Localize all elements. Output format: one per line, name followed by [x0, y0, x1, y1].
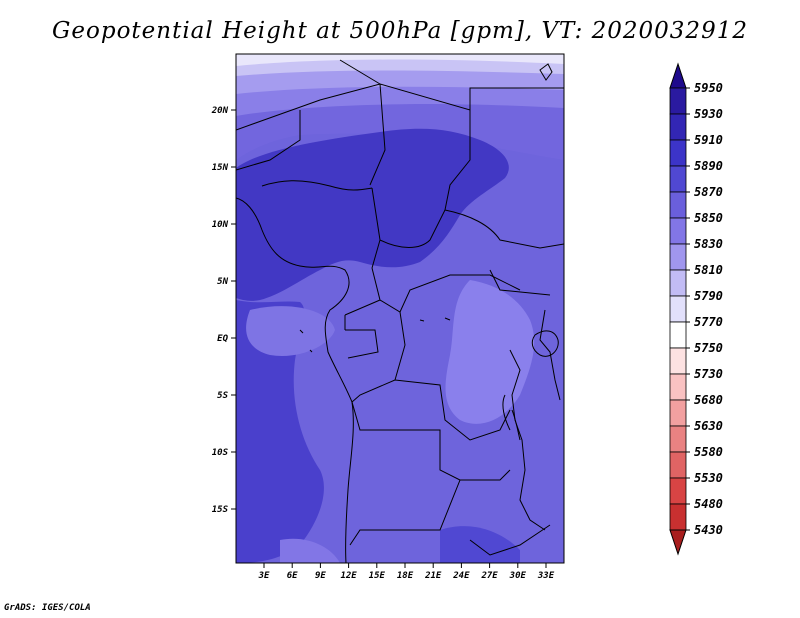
- colorbar-label: 5430: [694, 523, 723, 537]
- lat-tick-label: 5S: [217, 391, 228, 401]
- border-north: [236, 83, 564, 131]
- lat-tick-label: 10N: [212, 220, 229, 230]
- band-5810: [236, 70, 564, 96]
- plume-east: [445, 280, 535, 424]
- colorbar-label: 5680: [694, 393, 723, 407]
- colorbar: 5950 5930 5910 5890 5870 5850 5830 5810 5790 5770…: [669, 62, 723, 556]
- colorbar-label: 5580: [694, 445, 723, 459]
- colorbar-top-arrow: [669, 62, 687, 89]
- lon-tick-label: 9E: [315, 571, 326, 581]
- lon-tick-label: 24E: [452, 571, 470, 581]
- colorbar-label: 5930: [694, 107, 723, 121]
- longitude-axis: 3E 6E 9E 12E 15E 18E 21E 24E 27E 30E 33E: [258, 563, 555, 581]
- lon-tick-label: 21E: [424, 571, 442, 581]
- border-cameroon-car: [344, 267, 521, 359]
- height-field: [236, 54, 564, 563]
- core-5870: [236, 128, 509, 301]
- colorbar-segment: [669, 243, 687, 271]
- colorbar-segment: [669, 321, 687, 349]
- colorbar-segment: [669, 87, 687, 115]
- lat-tick-label: 10S: [212, 448, 229, 458]
- colorbar-segment: [669, 139, 687, 167]
- border-sahel: [236, 59, 386, 186]
- border-congo-angola: [349, 311, 511, 546]
- lon-tick-label: 6E: [287, 571, 298, 581]
- colorbar-segment: [669, 165, 687, 193]
- colorbar-segment: [669, 425, 687, 453]
- colorbar-label: 5730: [694, 367, 723, 381]
- border-south: [460, 469, 551, 556]
- lake-victoria: [531, 330, 559, 357]
- lat-tick-label: 5N: [217, 277, 228, 287]
- core-south: [440, 526, 520, 563]
- lat-tick-label: 15S: [212, 505, 229, 515]
- colorbar-segment: [669, 451, 687, 479]
- colorbar-label: 5830: [694, 237, 723, 251]
- colorbar-segment: [669, 269, 687, 297]
- colorbar-label: 5480: [694, 497, 723, 511]
- border-east-rift: [509, 309, 561, 531]
- colorbar-label: 5630: [694, 419, 723, 433]
- colorbar-label: 5950: [694, 81, 723, 95]
- lon-tick-label: 27E: [480, 571, 498, 581]
- lon-tick-label: 30E: [509, 571, 527, 581]
- west-coast: [236, 197, 354, 563]
- colorbar-label: 5850: [694, 211, 723, 225]
- colorbar-label: 5910: [694, 133, 723, 147]
- border-nigeria-chad: [261, 110, 471, 269]
- colorbar-segment: [669, 373, 687, 401]
- lon-tick-label: 15E: [369, 571, 386, 581]
- colorbar-label: 5790: [694, 289, 723, 303]
- lon-tick-label: 3E: [258, 571, 270, 581]
- colorbar-segment: [669, 503, 687, 531]
- lon-tick-label: 12E: [340, 571, 357, 581]
- colorbar-label: 5530: [694, 471, 723, 485]
- colorbar-segment: [669, 191, 687, 219]
- latitude-axis: 20N 15N 10N 5N EQ 5S 10S 15S: [211, 106, 236, 515]
- lat-tick-label: 15N: [212, 163, 229, 173]
- grads-credit: GrADS: IGES/COLA: [4, 603, 91, 613]
- core-west: [236, 300, 324, 563]
- colorbar-label: 5770: [694, 315, 723, 329]
- lon-tick-label: 33E: [537, 571, 555, 581]
- island-ne: [539, 63, 553, 81]
- colorbar-label: 5750: [694, 341, 723, 355]
- lat-tick-label: EQ: [217, 334, 228, 344]
- colorbar-label: 5810: [694, 263, 723, 277]
- inland-water: [299, 317, 451, 353]
- band-5790: [236, 59, 564, 78]
- colorbar-label: 5890: [694, 159, 723, 173]
- lat-tick-label: 20N: [211, 106, 229, 116]
- colorbar-segment: [669, 217, 687, 245]
- colorbar-bottom-arrow: [669, 529, 687, 556]
- coastlines-borders: [236, 59, 564, 563]
- colorbar-segment: [669, 477, 687, 505]
- lake-tanganyika: [502, 394, 521, 441]
- colorbar-segment: [669, 399, 687, 427]
- band-5830: [236, 86, 564, 118]
- colorbar-label: 5870: [694, 185, 723, 199]
- lon-tick-label: 18E: [397, 571, 414, 581]
- colorbar-segment: [669, 295, 687, 323]
- chart-title: Geopotential Height at 500hPa [gpm], VT:…: [52, 18, 748, 44]
- colorbar-segment: [669, 113, 687, 141]
- plume-south: [280, 538, 340, 563]
- plume-west: [246, 306, 335, 356]
- map-frame: [235, 53, 565, 564]
- colorbar-segment: [669, 347, 687, 375]
